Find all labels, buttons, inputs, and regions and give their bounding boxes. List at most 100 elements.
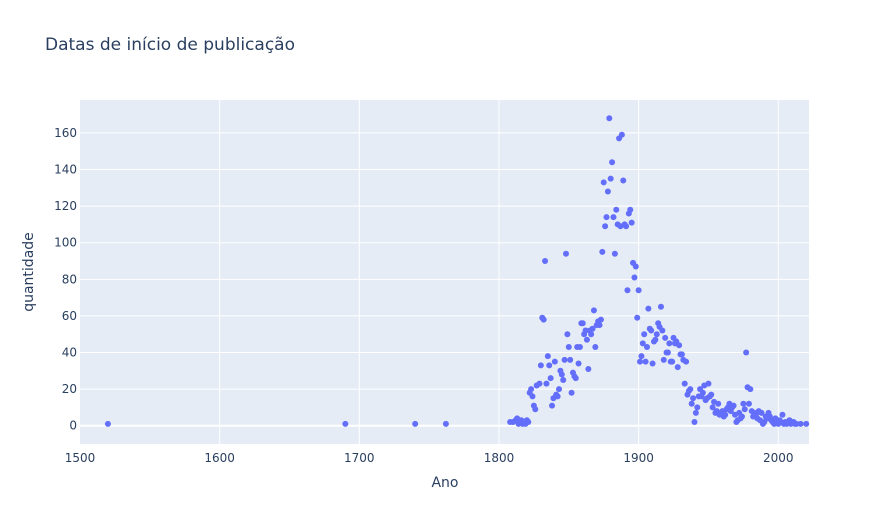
y-tick-label: 60 xyxy=(62,309,77,323)
x-tick-label: 1500 xyxy=(65,451,96,465)
data-point xyxy=(554,393,561,400)
data-point xyxy=(442,420,449,427)
x-tick-label: 1600 xyxy=(204,451,235,465)
data-point xyxy=(708,391,715,398)
data-point xyxy=(342,420,349,427)
x-tick-label: 1800 xyxy=(484,451,515,465)
data-point xyxy=(793,420,800,427)
data-point xyxy=(546,362,553,369)
data-point xyxy=(599,248,606,255)
y-tick-labels: 0 20 40 60 80 100 120 140 160 xyxy=(54,126,77,433)
data-point xyxy=(637,358,644,365)
data-point xyxy=(662,334,669,341)
x-tick-label: 2000 xyxy=(763,451,794,465)
data-point xyxy=(532,406,539,413)
data-point xyxy=(681,380,688,387)
data-point xyxy=(579,320,586,327)
data-point xyxy=(639,340,646,347)
data-point xyxy=(745,400,752,407)
data-point xyxy=(709,404,716,411)
x-tick-labels: 1500 1600 1700 1800 1900 2000 xyxy=(65,451,794,465)
data-point xyxy=(722,411,729,418)
data-point xyxy=(659,327,666,334)
data-point xyxy=(610,214,617,221)
data-point xyxy=(632,263,639,270)
data-point xyxy=(634,314,641,321)
data-point xyxy=(564,331,571,338)
data-point xyxy=(627,206,634,213)
data-point xyxy=(699,389,706,396)
data-point xyxy=(589,325,596,332)
y-tick-label: 0 xyxy=(69,419,77,433)
data-point xyxy=(575,360,582,367)
data-point xyxy=(666,340,673,347)
data-point xyxy=(715,400,722,407)
data-point xyxy=(613,206,620,213)
data-point xyxy=(730,402,737,409)
data-point xyxy=(572,375,579,382)
y-tick-label: 160 xyxy=(54,126,77,140)
data-point xyxy=(694,404,701,411)
data-point xyxy=(536,380,543,387)
data-point xyxy=(631,274,638,281)
data-point xyxy=(664,349,671,356)
data-point xyxy=(644,344,650,351)
data-point xyxy=(743,349,750,356)
data-point xyxy=(678,351,685,358)
y-tick-label: 20 xyxy=(62,382,77,396)
data-point xyxy=(624,287,631,294)
data-point xyxy=(687,386,694,393)
data-point xyxy=(609,159,616,166)
data-point xyxy=(628,219,635,226)
data-point xyxy=(540,316,547,323)
x-tick-label: 1900 xyxy=(623,451,654,465)
data-point xyxy=(583,336,590,343)
data-point xyxy=(585,365,592,372)
data-point xyxy=(690,395,697,402)
data-point xyxy=(525,419,532,426)
data-point xyxy=(544,353,551,360)
data-point xyxy=(758,409,765,416)
y-axis-title: quantidade xyxy=(21,232,37,312)
data-point xyxy=(611,250,618,257)
data-point xyxy=(641,331,648,338)
data-point xyxy=(692,409,699,416)
y-tick-label: 140 xyxy=(54,163,77,177)
data-point xyxy=(620,177,627,184)
x-tick-label: 1700 xyxy=(344,451,375,465)
data-point xyxy=(528,386,535,393)
data-point xyxy=(542,258,549,265)
data-point xyxy=(607,175,614,182)
data-point xyxy=(741,406,748,413)
data-point xyxy=(747,386,754,393)
data-point xyxy=(568,389,575,396)
data-point xyxy=(582,327,589,334)
data-point xyxy=(691,419,698,426)
data-point xyxy=(563,250,569,257)
data-point xyxy=(638,353,645,360)
data-point xyxy=(635,287,642,294)
data-point xyxy=(660,356,667,363)
data-point xyxy=(560,376,567,383)
data-point xyxy=(558,371,565,378)
data-point xyxy=(606,115,613,122)
y-tick-label: 100 xyxy=(54,236,77,250)
data-point xyxy=(576,344,583,351)
data-point xyxy=(590,307,597,314)
data-point xyxy=(565,344,572,351)
data-point xyxy=(604,188,611,195)
data-point xyxy=(688,400,695,407)
data-point xyxy=(537,362,544,369)
data-point xyxy=(602,223,609,230)
data-point xyxy=(705,380,712,387)
data-point xyxy=(649,360,656,367)
data-point xyxy=(592,344,599,351)
data-point xyxy=(797,420,804,427)
x-gridlines xyxy=(219,100,779,444)
data-point xyxy=(657,303,664,310)
data-point xyxy=(652,336,659,343)
data-point xyxy=(551,358,558,365)
y-tick-label: 80 xyxy=(62,272,77,286)
data-point xyxy=(676,342,683,349)
